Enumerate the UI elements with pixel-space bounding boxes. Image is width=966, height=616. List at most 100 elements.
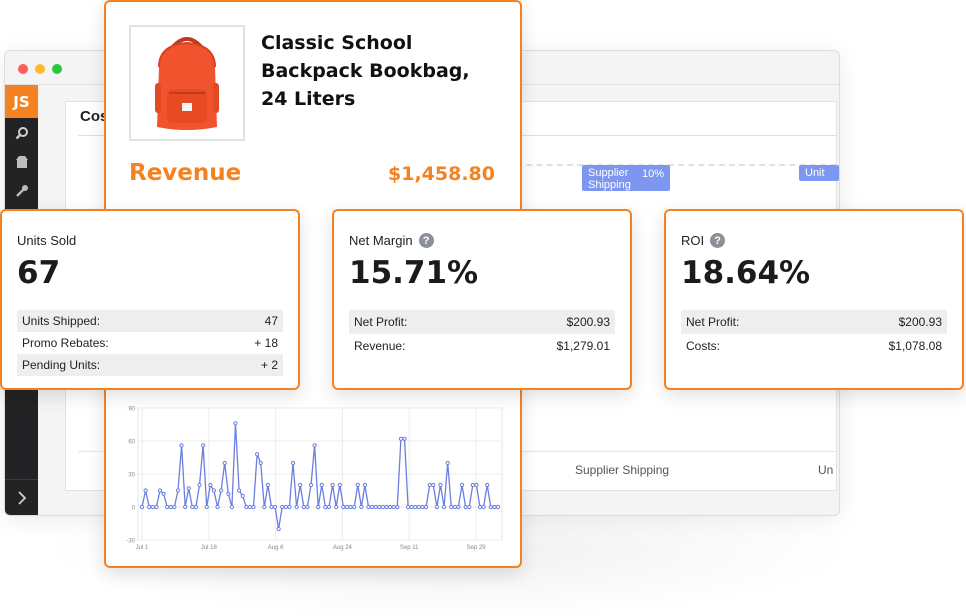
- y-tick-label: -30: [126, 539, 135, 545]
- data-point: [262, 504, 267, 510]
- product-title: Classic School Backpack Bookbag, 24 Lite…: [261, 32, 470, 110]
- series-line: [141, 423, 498, 530]
- revenue-label: Revenue: [129, 160, 242, 186]
- x-tick-label: Aug 6: [268, 545, 284, 551]
- data-point: [492, 504, 497, 510]
- net-margin-breakdown: Net Profit: $200.93 Revenue: $1,279.01: [349, 310, 615, 358]
- maximize-window-button[interactable]: [52, 64, 62, 74]
- chevron-right-icon: [17, 490, 26, 505]
- close-window-button[interactable]: [18, 64, 28, 74]
- data-point: [370, 504, 375, 510]
- row-value: $200.93: [898, 315, 942, 329]
- panel-title: Cos: [80, 108, 109, 125]
- data-point: [294, 504, 299, 510]
- data-point: [204, 504, 209, 510]
- data-point: [395, 504, 400, 510]
- data-point: [406, 504, 411, 510]
- data-point: [341, 504, 346, 510]
- net-margin-label-text: Net Margin: [349, 233, 413, 248]
- data-point: [431, 482, 436, 488]
- unit-tag: Unit: [799, 165, 839, 181]
- data-point: [441, 504, 447, 510]
- data-point: [161, 491, 166, 496]
- row-value: + 18: [254, 336, 278, 350]
- units-sold-value: 67: [17, 255, 61, 291]
- data-point: [301, 504, 306, 510]
- data-point: [251, 504, 256, 510]
- data-point: [391, 504, 396, 510]
- data-point: [452, 504, 457, 510]
- data-point: [280, 504, 285, 510]
- data-point: [413, 504, 418, 510]
- data-point: [258, 460, 263, 466]
- roi-card: ROI? 18.64% Net Profit: $200.93 Costs: $1,…: [664, 209, 964, 390]
- data-point: [449, 504, 454, 510]
- row-label: Promo Rebates:: [22, 336, 109, 350]
- net-margin-label: Net Margin?: [349, 233, 434, 248]
- x-tick-label: Sep 29: [466, 545, 486, 551]
- data-point: [362, 482, 368, 488]
- app-logo[interactable]: JS: [5, 85, 38, 118]
- data-point: [409, 504, 414, 510]
- data-point: [398, 436, 404, 441]
- data-point: [474, 482, 479, 488]
- data-point: [388, 504, 393, 510]
- data-point: [312, 443, 317, 448]
- data-point: [495, 504, 501, 510]
- data-point: [208, 482, 213, 488]
- data-point: [139, 504, 145, 510]
- data-point: [215, 504, 220, 510]
- data-point: [265, 482, 270, 488]
- row-value: $200.93: [566, 315, 610, 329]
- row-label: Pending Units:: [22, 358, 101, 372]
- data-point: [229, 504, 234, 510]
- data-point: [359, 504, 364, 510]
- store-icon[interactable]: [5, 147, 38, 176]
- units-sold-label-text: Units Sold: [17, 233, 77, 248]
- data-point: [244, 504, 249, 510]
- data-point: [308, 482, 314, 488]
- help-icon[interactable]: ?: [418, 233, 434, 248]
- x-tick-label: Sep 11: [400, 545, 419, 551]
- data-point: [420, 504, 425, 510]
- data-point: [154, 504, 159, 510]
- row-value: $1,279.01: [556, 339, 610, 353]
- data-point: [337, 482, 342, 488]
- net-margin-value: 15.71%: [349, 255, 479, 291]
- product-thumbnail[interactable]: [129, 25, 245, 141]
- data-point: [373, 504, 378, 510]
- breakdown-row: Promo Rebates: + 18: [17, 332, 283, 354]
- data-point: [269, 504, 274, 510]
- data-point: [143, 488, 148, 493]
- roi-label: ROI?: [681, 233, 726, 248]
- data-point: [197, 482, 202, 488]
- tools-icon[interactable]: [5, 176, 38, 205]
- minimize-window-button[interactable]: [35, 64, 45, 74]
- data-point: [147, 504, 152, 510]
- help-icon[interactable]: ?: [710, 233, 726, 248]
- data-point: [334, 504, 339, 510]
- data-point: [172, 504, 177, 510]
- x-tick-label: Aug 24: [333, 545, 353, 551]
- row-label: Units Shipped:: [22, 314, 101, 328]
- data-point: [305, 504, 310, 510]
- roi-breakdown: Net Profit: $200.93 Costs: $1,078.08: [681, 310, 947, 358]
- data-point: [377, 504, 382, 510]
- data-point: [190, 504, 195, 510]
- breakdown-row: Pending Units: + 2: [17, 354, 283, 376]
- expand-sidebar-button[interactable]: [5, 479, 38, 515]
- data-point: [316, 504, 321, 510]
- data-point: [326, 504, 332, 510]
- search-icon[interactable]: [5, 118, 38, 147]
- data-point: [427, 482, 432, 488]
- breakdown-row: Net Profit: $200.93: [349, 310, 615, 334]
- row-value: 47: [264, 314, 278, 328]
- data-point: [402, 436, 407, 441]
- x-tick-label: Jul 1: [136, 545, 149, 551]
- data-point: [438, 482, 443, 488]
- data-point: [226, 491, 231, 496]
- data-point: [219, 488, 224, 493]
- revenue-value: $1,458.80: [388, 163, 495, 185]
- supplier-shipping-tag-pct: 10%: [641, 168, 664, 180]
- row-value: $1,078.08: [888, 339, 942, 353]
